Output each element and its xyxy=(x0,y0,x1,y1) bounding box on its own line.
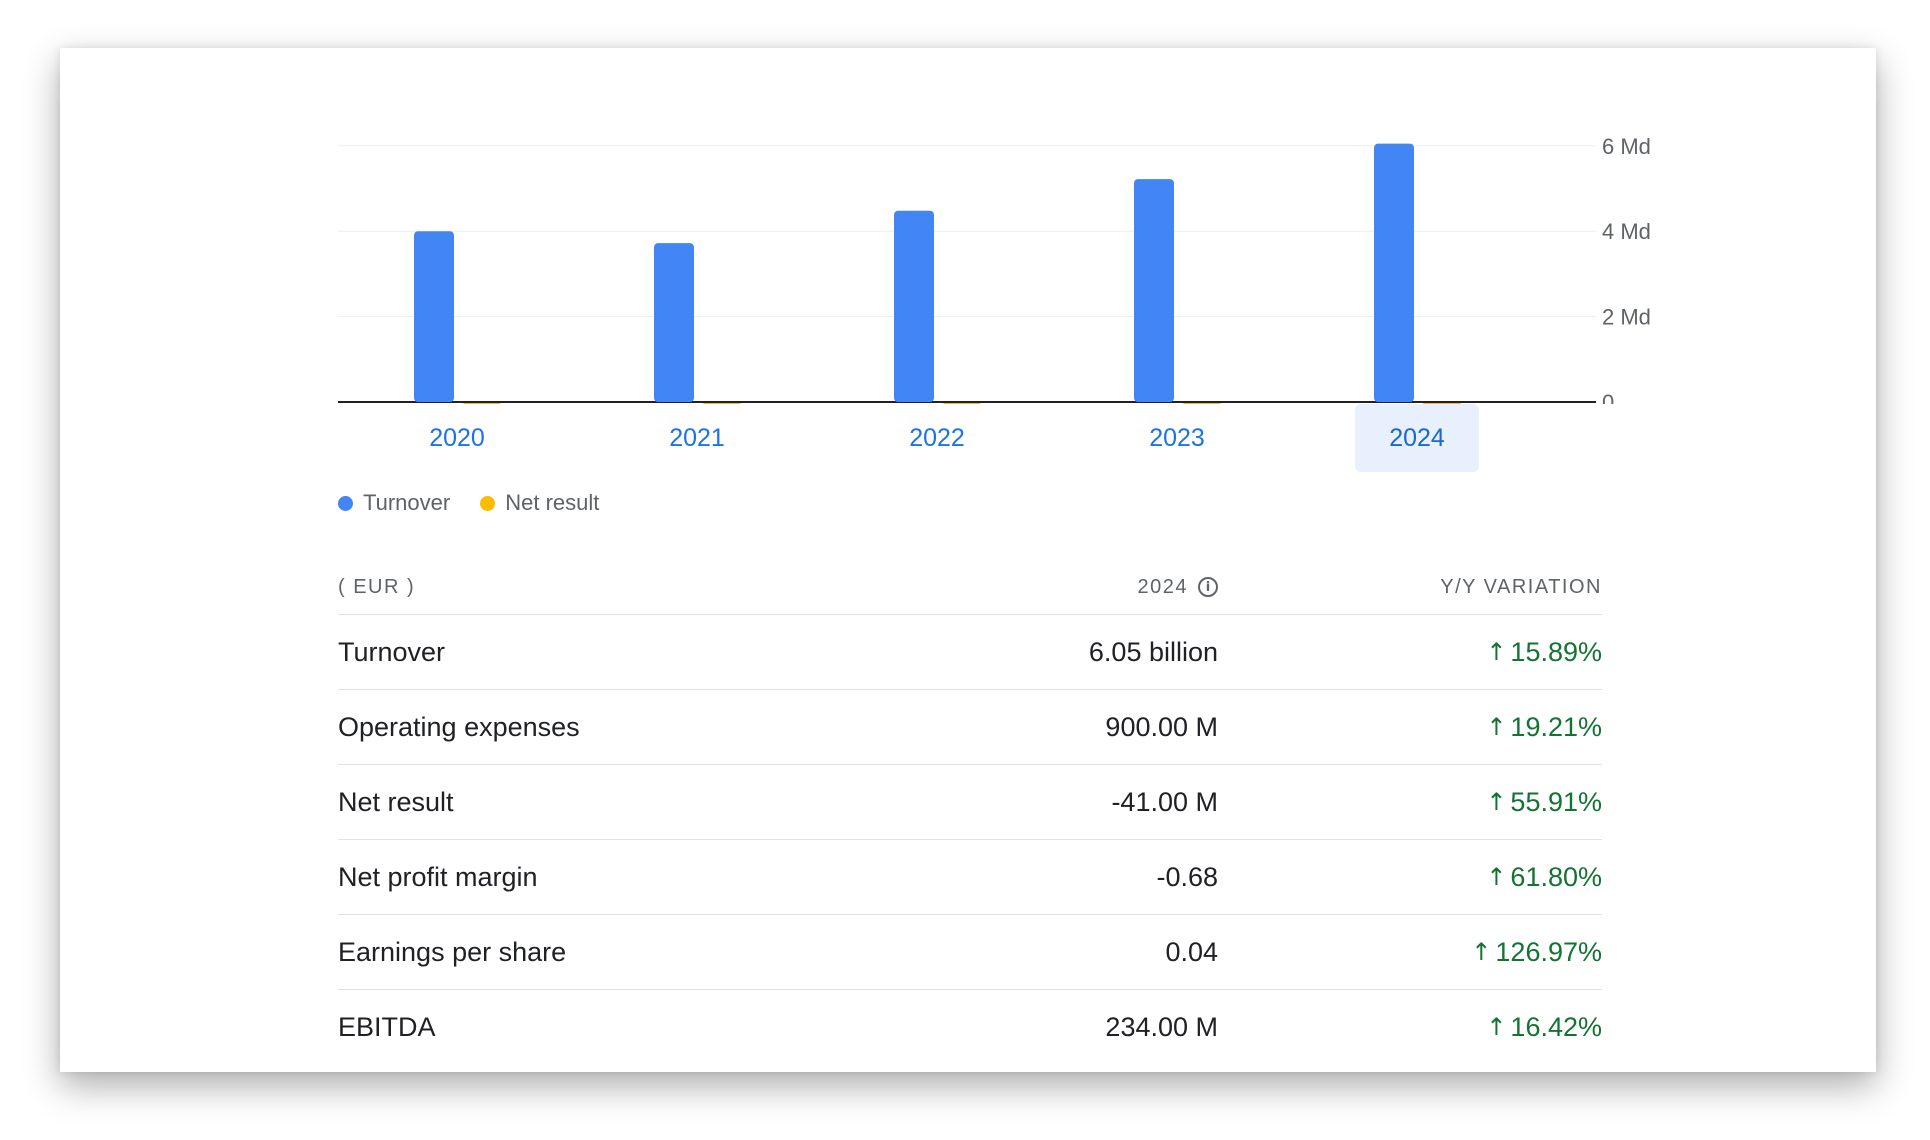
year-button-2023[interactable]: 2023 xyxy=(1115,404,1239,472)
legend-item-turnover: Turnover xyxy=(338,490,450,516)
row-label: Net result xyxy=(338,786,454,817)
header-variation: Y/Y VARIATION xyxy=(1440,575,1602,598)
bar-turnover xyxy=(414,231,454,402)
table-body: Turnover 6.05 billion ↑ 15.89% Operating exp… xyxy=(338,615,1602,1064)
row-value: 6.05 billion xyxy=(1088,636,1218,667)
row-change: ↑ 126.97% xyxy=(1218,937,1602,968)
chart-legend: Turnover Net result xyxy=(338,488,599,518)
table-row: Operating expenses 900.00 M ↑ 19.21% xyxy=(338,690,1602,765)
row-change: ↑ 19.21% xyxy=(1218,712,1602,743)
row-label: Turnover xyxy=(338,636,446,667)
bar-turnover xyxy=(1134,179,1174,402)
financials-chart: 0 2 Md 4 Md 6 Md 2020 2021 2022 2023 2024 xyxy=(60,48,1876,548)
financials-card: 0 2 Md 4 Md 6 Md 2020 2021 2022 2023 2024 Turno… xyxy=(60,48,1876,1072)
row-change: ↑ 16.42% xyxy=(1218,1012,1602,1043)
table-row: Earnings per share 0.04 ↑ 126.97% xyxy=(338,915,1602,990)
row-value: 0.04 xyxy=(1165,936,1218,967)
row-change: ↑ 61.80% xyxy=(1218,862,1602,893)
info-icon[interactable]: i xyxy=(1198,577,1218,597)
y-tick-label: 6 Md xyxy=(1602,134,1651,159)
row-label: Earnings per share xyxy=(338,936,567,967)
row-change-value: 55.91% xyxy=(1510,786,1602,817)
bar-net-result xyxy=(462,403,502,404)
bar-net-result xyxy=(702,403,742,404)
row-change-value: 16.42% xyxy=(1510,1011,1602,1042)
row-change-value: 19.21% xyxy=(1510,711,1602,742)
row-label: Operating expenses xyxy=(338,711,580,742)
arrow-up-icon: ↑ xyxy=(1486,863,1507,891)
year-button-2024[interactable]: 2024 xyxy=(1355,404,1479,472)
row-change-value: 61.80% xyxy=(1510,861,1602,892)
bar-turnover xyxy=(894,210,934,402)
legend-item-net-result: Net result xyxy=(480,490,599,516)
row-change-value: 126.97% xyxy=(1495,936,1602,967)
row-label: EBITDA xyxy=(338,1011,436,1042)
y-tick-label: 4 Md xyxy=(1602,219,1651,244)
financials-table: ( EUR ) 2024 i Y/Y VARIATION Turnover 6.0… xyxy=(338,560,1602,1064)
row-change-value: 15.89% xyxy=(1510,636,1602,667)
row-label: Net profit margin xyxy=(338,861,538,892)
arrow-up-icon: ↑ xyxy=(1486,638,1507,666)
legend-label-turnover: Turnover xyxy=(363,490,451,515)
row-value: -0.68 xyxy=(1156,861,1218,892)
table-header: ( EUR ) 2024 i Y/Y VARIATION xyxy=(338,560,1602,615)
row-change: ↑ 15.89% xyxy=(1218,637,1602,668)
table-row: Net profit margin -0.68 ↑ 61.80% xyxy=(338,840,1602,915)
header-year: 2024 i xyxy=(898,576,1218,599)
row-value: -41.00 M xyxy=(1111,786,1218,817)
legend-dot-net-result xyxy=(480,495,496,511)
header-currency: ( EUR ) xyxy=(338,575,416,598)
bar-net-result xyxy=(942,403,982,404)
year-button-2020[interactable]: 2020 xyxy=(395,404,519,472)
row-value: 234.00 M xyxy=(1105,1011,1218,1042)
row-change: ↑ 55.91% xyxy=(1218,787,1602,818)
y-tick-label: 2 Md xyxy=(1602,305,1651,330)
bar-net-result xyxy=(1182,403,1222,404)
bar-net-result xyxy=(1422,403,1462,404)
y-tick-label: 0 xyxy=(1602,390,1614,404)
arrow-up-icon: ↑ xyxy=(1486,1013,1507,1041)
legend-dot-turnover xyxy=(338,495,353,511)
year-button-2021[interactable]: 2021 xyxy=(635,404,759,472)
arrow-up-icon: ↑ xyxy=(1486,713,1507,741)
table-row: Net result -41.00 M ↑ 55.91% xyxy=(338,765,1602,840)
row-value: 900.00 M xyxy=(1105,711,1218,742)
bar-turnover xyxy=(654,243,694,402)
arrow-up-icon: ↑ xyxy=(1486,788,1507,816)
bar-turnover xyxy=(1374,143,1414,402)
header-year-label: 2024 xyxy=(1137,575,1188,598)
arrow-up-icon: ↑ xyxy=(1471,938,1492,966)
bar-chart: 0 2 Md 4 Md 6 Md xyxy=(338,134,1651,404)
table-row: Turnover 6.05 billion ↑ 15.89% xyxy=(338,615,1602,690)
legend-label-net-result: Net result xyxy=(505,490,600,515)
year-button-2022[interactable]: 2022 xyxy=(875,404,999,472)
table-row: EBITDA 234.00 M ↑ 16.42% xyxy=(338,990,1602,1064)
